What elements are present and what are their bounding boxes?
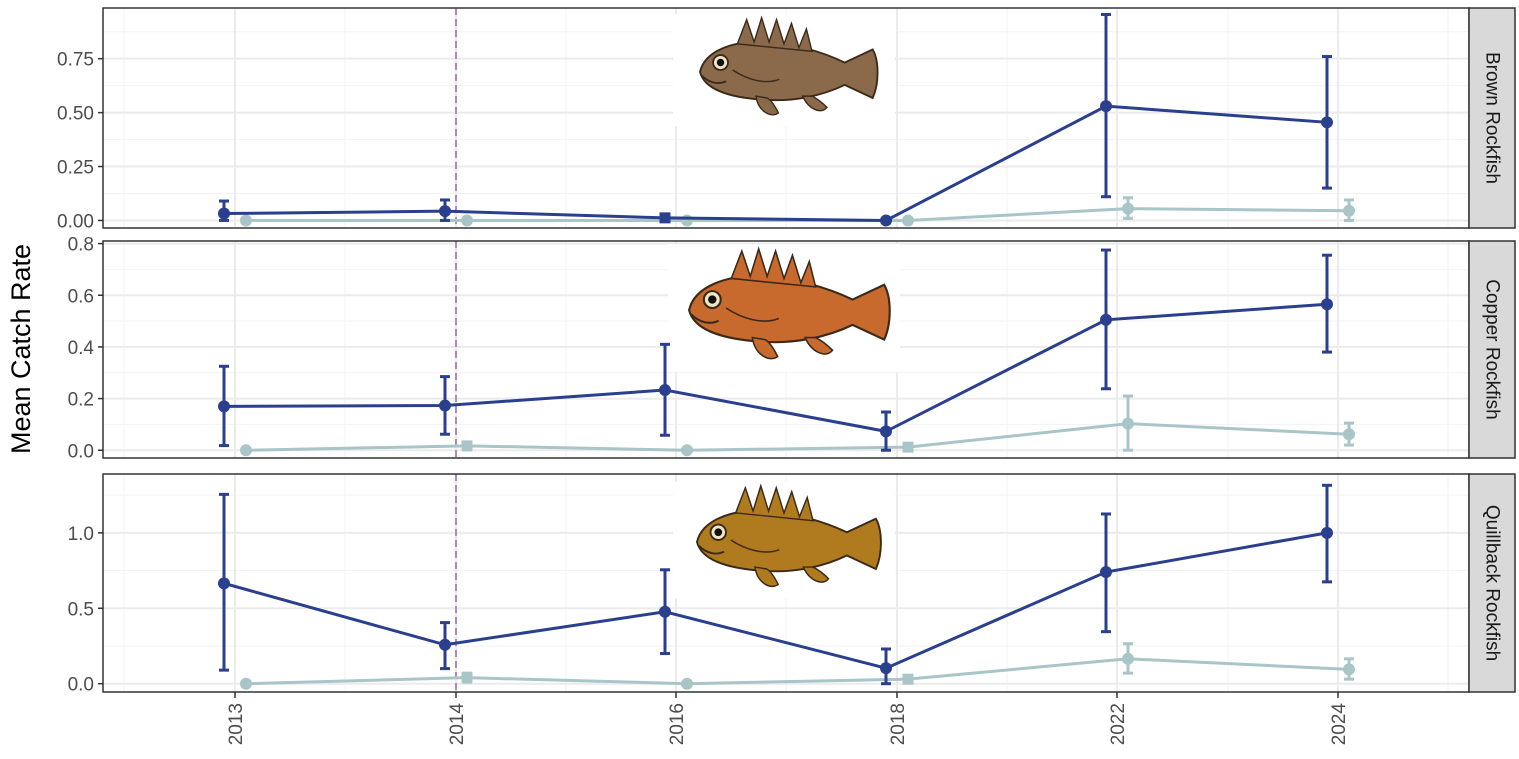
series-line: [223, 531, 1328, 670]
x-tick-label: 2022: [1108, 703, 1129, 745]
data-point: [461, 440, 473, 452]
panel-brown-rockfish: 0.00 0.25 0.50 0.75 Brown Rockfish: [57, 7, 1516, 232]
data-point: [880, 662, 892, 675]
data-point: [659, 605, 671, 618]
series-dark: [218, 248, 1333, 452]
y-tick-label: 0.75: [57, 50, 94, 71]
data-point: [1343, 204, 1355, 217]
data-point: [218, 207, 230, 220]
data-point: [1122, 652, 1134, 665]
data-point: [1100, 100, 1112, 113]
data-point: [240, 214, 252, 227]
data-point: [1321, 298, 1333, 311]
data-point: [681, 214, 693, 227]
facet-strip: [1468, 240, 1516, 459]
data-point: [902, 214, 914, 227]
data-point: [461, 672, 473, 684]
panel-copper-rockfish: 0.0 0.2 0.4 0.6 0.8 Copper Rockfish: [68, 235, 1516, 462]
y-axis-title: Mean Catch Rate: [6, 244, 36, 454]
series-light: [240, 642, 1355, 690]
x-tick-label: 2016: [667, 703, 688, 745]
x-axis: 2013 2014 2016 2018 2022 2024: [226, 692, 1350, 745]
y-tick-label: 0.5: [68, 599, 94, 620]
data-point: [1343, 663, 1355, 676]
x-tick-label: 2013: [226, 703, 247, 745]
data-point: [1343, 428, 1355, 441]
y-tick-label: 0.25: [57, 158, 94, 179]
y-tick-label: 0.50: [57, 104, 94, 125]
data-point: [439, 205, 451, 218]
y-tick-label: 0.2: [68, 390, 94, 411]
series-line: [245, 657, 1350, 686]
y-tick-label: 0.0: [68, 675, 94, 696]
panel-quillback-rockfish: 0.0 0.5 1.0 Quillback Rockfish: [68, 473, 1516, 696]
series-dark: [218, 483, 1333, 686]
data-point: [902, 673, 914, 685]
facet-panels: 0.000.250.500.75 Brown Rockfish0.00.20.40…: [57, 7, 1516, 696]
facet-strip: [1468, 473, 1516, 693]
series-dark: [218, 12, 1333, 227]
data-point: [681, 677, 693, 690]
data-point: [1321, 116, 1333, 129]
data-point: [1321, 526, 1333, 539]
facet-strip-label: Quillback Rockfish: [1482, 505, 1503, 661]
data-point: [439, 399, 451, 412]
series-line: [245, 422, 1350, 452]
data-point: [659, 384, 671, 397]
y-tick-label: 1.0: [68, 524, 94, 545]
data-point: [659, 212, 671, 224]
data-point: [880, 214, 892, 227]
data-point: [240, 677, 252, 690]
y-tick-label: 0.4: [68, 338, 95, 359]
data-point: [681, 444, 693, 457]
data-point: [1122, 202, 1134, 215]
y-tick-label: 0.8: [68, 235, 94, 256]
data-point: [240, 444, 252, 457]
facet-strip-label: Brown Rockfish: [1482, 52, 1503, 184]
y-tick-label: 0.6: [68, 286, 94, 307]
facet-strip: [1468, 7, 1516, 229]
data-point: [880, 425, 892, 438]
data-point: [1100, 566, 1112, 579]
data-point: [1122, 417, 1134, 430]
data-point: [461, 214, 473, 227]
data-point: [439, 638, 451, 651]
y-tick-label: 0.0: [68, 441, 94, 462]
x-tick-label: 2024: [1329, 703, 1350, 746]
data-point: [218, 400, 230, 413]
data-point: [1100, 313, 1112, 326]
data-point: [218, 577, 230, 590]
x-tick-label: 2018: [888, 703, 909, 745]
facet-strip-label: Copper Rockfish: [1482, 279, 1503, 419]
series-line: [223, 104, 1328, 222]
y-tick-label: 0.00: [57, 211, 94, 232]
series-line: [223, 302, 1328, 433]
series-light: [240, 394, 1355, 457]
data-point: [902, 441, 914, 453]
x-tick-label: 2014: [447, 703, 468, 746]
